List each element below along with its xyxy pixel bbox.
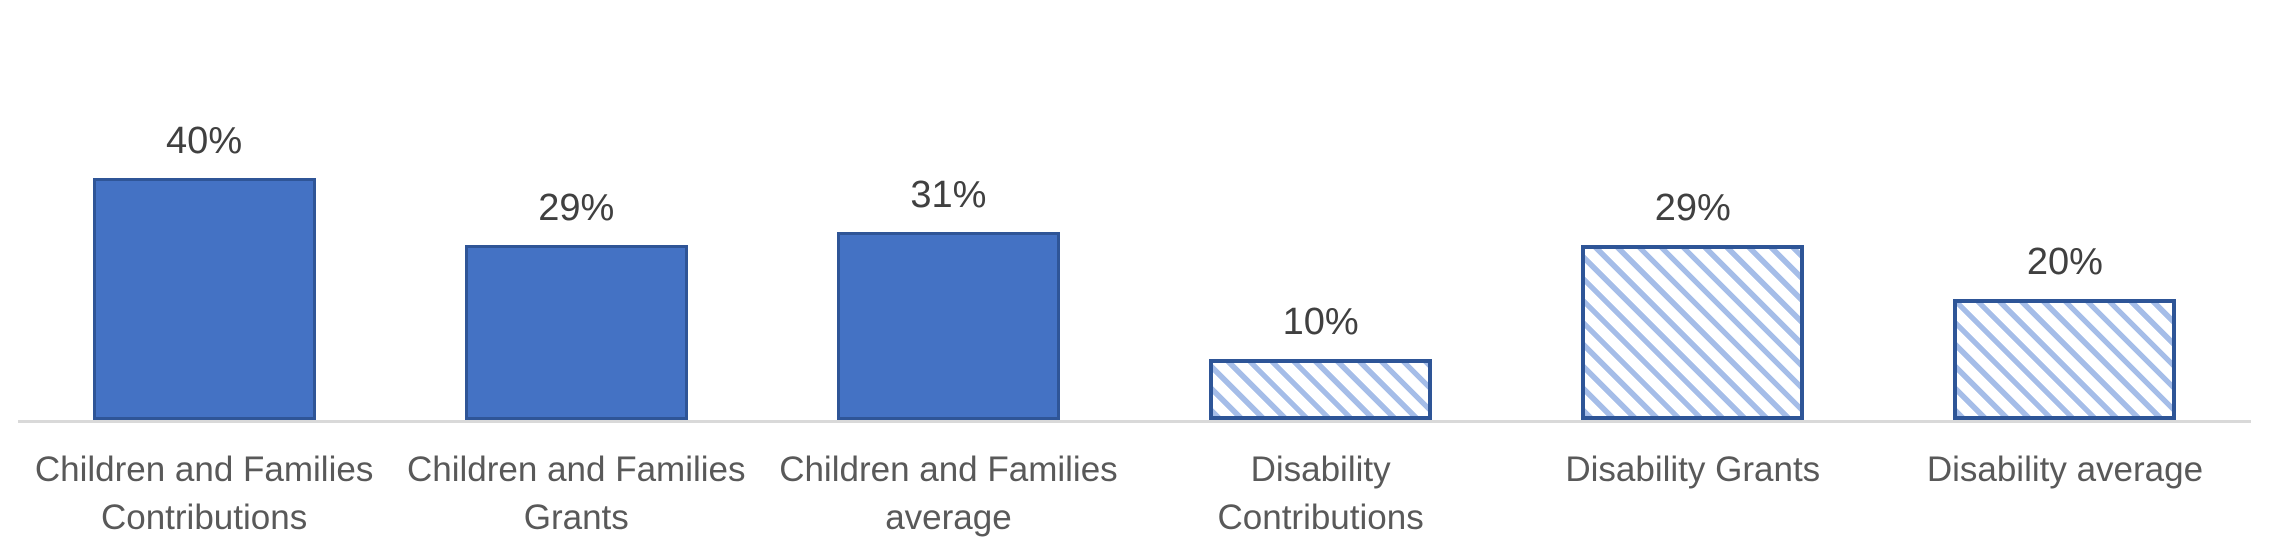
bar-disability-grants	[1581, 245, 1805, 420]
bar-slot-children-and-families-average: 31%	[762, 0, 1134, 420]
bar-children-and-families-average	[836, 232, 1060, 420]
bar-slot-disability-contributions: 10%	[1135, 0, 1507, 420]
bar-children-and-families-contributions	[92, 178, 316, 420]
plot-area: 40% 29% 31% 10% 29% 20%	[18, 0, 2251, 420]
category-label-children-and-families-average: Children and Families average	[762, 446, 1134, 542]
category-label-disability-average: Disability average	[1879, 446, 2251, 542]
bar-slot-disability-average: 20%	[1879, 0, 2251, 420]
bar-children-and-families-grants	[464, 245, 688, 420]
category-label-children-and-families-contributions: Children and Families Contributions	[18, 446, 390, 542]
bar-slot-disability-grants: 29%	[1507, 0, 1879, 420]
data-label-disability-average: 20%	[2026, 241, 2103, 283]
category-label-line: Disability Grants	[1565, 450, 1821, 489]
category-label-line: Contributions	[1217, 498, 1424, 537]
category-label-line: Children and Families	[34, 450, 374, 489]
category-labels: Children and Families Contributions Childr…	[18, 446, 2251, 542]
category-label-line: Disability	[1250, 450, 1391, 489]
bar-slot-children-and-families-contributions: 40%	[18, 0, 390, 420]
data-label-disability-grants: 29%	[1654, 187, 1731, 229]
category-label-line: Children and Families	[407, 450, 746, 489]
category-label-disability-grants: Disability Grants	[1507, 446, 1879, 542]
bar-disability-contributions	[1209, 359, 1433, 420]
data-label-children-and-families-grants: 29%	[538, 187, 615, 229]
category-label-children-and-families-grants: Children and Families Grants	[390, 446, 762, 542]
bar-disability-average	[1953, 299, 2177, 420]
category-label-line: Children and Families	[779, 450, 1118, 489]
bar-slot-children-and-families-grants: 29%	[390, 0, 762, 420]
data-label-disability-contributions: 10%	[1282, 301, 1359, 343]
category-label-line: Grants	[523, 498, 629, 537]
category-label-disability-contributions: Disability Contributions	[1135, 446, 1507, 542]
category-label-line: Disability average	[1926, 450, 2204, 489]
data-label-children-and-families-average: 31%	[910, 174, 987, 216]
data-label-children-and-families-contributions: 40%	[166, 120, 243, 162]
category-label-line: average	[885, 498, 1012, 537]
x-axis-line	[18, 420, 2251, 423]
category-label-line: Contributions	[100, 498, 308, 537]
